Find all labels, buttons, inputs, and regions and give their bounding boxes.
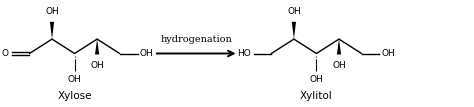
Polygon shape	[50, 22, 54, 39]
Text: HO: HO	[237, 49, 251, 58]
Text: OH: OH	[310, 75, 323, 84]
Text: O: O	[2, 49, 9, 58]
Text: Xylitol: Xylitol	[300, 91, 333, 101]
Text: hydrogenation: hydrogenation	[160, 35, 232, 44]
Polygon shape	[337, 39, 341, 54]
Text: OH: OH	[90, 61, 104, 70]
Text: OH: OH	[68, 75, 82, 84]
Polygon shape	[95, 39, 99, 54]
Text: OH: OH	[45, 7, 59, 16]
Text: Xylose: Xylose	[57, 91, 92, 101]
Polygon shape	[292, 22, 296, 39]
Text: OH: OH	[140, 49, 154, 58]
Text: OH: OH	[332, 61, 346, 70]
Text: OH: OH	[287, 7, 301, 16]
Text: OH: OH	[382, 49, 395, 58]
